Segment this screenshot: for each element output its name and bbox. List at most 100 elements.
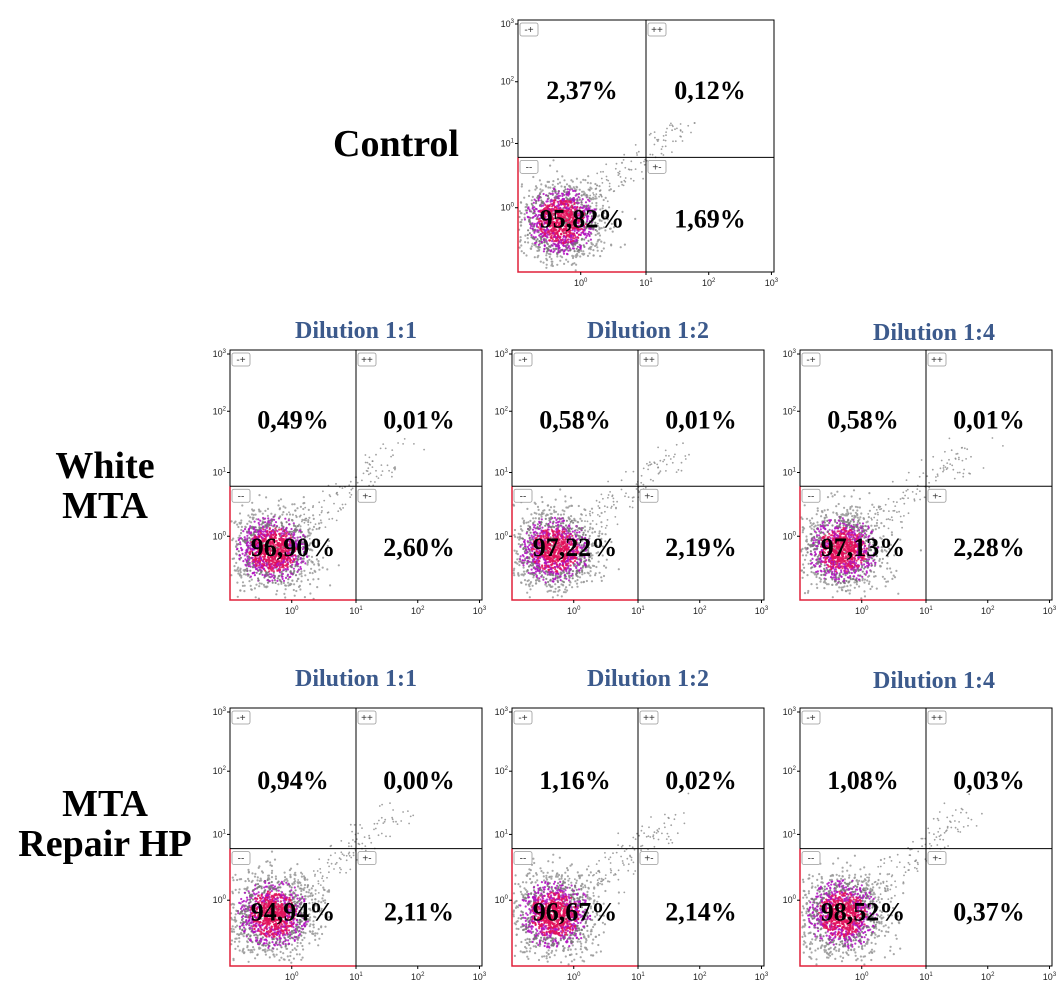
scatter-point bbox=[570, 497, 572, 499]
scatter-point bbox=[569, 584, 571, 586]
x-tick-label: 100 bbox=[285, 606, 299, 616]
scatter-point bbox=[560, 525, 562, 527]
scatter-point bbox=[566, 244, 568, 246]
scatter-point bbox=[624, 181, 626, 183]
scatter-point bbox=[275, 582, 277, 584]
scatter-point bbox=[288, 523, 290, 525]
scatter-point bbox=[534, 568, 536, 570]
scatter-point bbox=[268, 576, 270, 578]
y-tick-label: 101 bbox=[501, 138, 515, 148]
scatter-point bbox=[564, 495, 566, 497]
scatter-point bbox=[270, 524, 272, 526]
quadrant-value-upper-right: 0,01% bbox=[665, 405, 737, 434]
scatter-point bbox=[617, 172, 619, 174]
scatter-point bbox=[532, 529, 534, 531]
scatter-point bbox=[333, 503, 335, 505]
scatter-point bbox=[317, 578, 319, 580]
scatter-point bbox=[567, 188, 569, 190]
scatter-point bbox=[278, 575, 280, 577]
scatter-point bbox=[259, 510, 261, 512]
scatter-point bbox=[666, 464, 668, 466]
scatter-point bbox=[574, 580, 576, 582]
scatter-point bbox=[557, 183, 559, 185]
scatter-point bbox=[367, 467, 369, 469]
scatter-point bbox=[524, 235, 526, 237]
scatter-point bbox=[576, 248, 578, 250]
scatter-point bbox=[674, 454, 676, 456]
scatter-point bbox=[536, 566, 538, 568]
scatter-point bbox=[575, 264, 577, 266]
scatter-point bbox=[532, 237, 534, 239]
scatter-point bbox=[306, 564, 308, 566]
scatter-point bbox=[318, 501, 320, 503]
scatter-point bbox=[589, 246, 591, 248]
scatter-point bbox=[573, 200, 575, 202]
scatter-point bbox=[576, 253, 578, 255]
scatter-point bbox=[581, 514, 583, 516]
scatter-point bbox=[587, 572, 589, 574]
scatter-point bbox=[566, 564, 568, 566]
scatter-point bbox=[654, 144, 656, 146]
scatter-point bbox=[579, 255, 581, 257]
scatter-point bbox=[662, 461, 664, 463]
scatter-point bbox=[367, 462, 369, 464]
scatter-point bbox=[534, 502, 536, 504]
scatter-point bbox=[273, 519, 275, 521]
scatter-point bbox=[375, 454, 377, 456]
scatter-point bbox=[596, 500, 598, 502]
scatter-point bbox=[665, 145, 667, 147]
scatter-point bbox=[276, 530, 278, 532]
scatter-point bbox=[521, 543, 523, 545]
scatter-point bbox=[323, 500, 325, 502]
scatter-point bbox=[534, 199, 536, 201]
scatter-point bbox=[682, 442, 684, 444]
scatter-point bbox=[265, 496, 267, 498]
scatter-point bbox=[388, 470, 390, 472]
scatter-point bbox=[548, 181, 550, 183]
scatter-point bbox=[688, 454, 690, 456]
scatter-point bbox=[275, 521, 277, 523]
scatter-point bbox=[316, 586, 318, 588]
quadrant-tag: -- bbox=[232, 489, 250, 502]
scatter-point bbox=[536, 576, 538, 578]
scatter-point bbox=[284, 507, 286, 509]
scatter-point bbox=[610, 244, 612, 246]
scatter-point bbox=[549, 253, 551, 255]
scatter-point bbox=[563, 179, 565, 181]
scatter-point bbox=[684, 455, 686, 457]
scatter-point bbox=[574, 190, 576, 192]
scatter-point bbox=[587, 175, 589, 177]
panel-title: Dilution 1:1 bbox=[226, 666, 486, 693]
scatter-point bbox=[286, 527, 288, 529]
scatter-point bbox=[524, 218, 526, 220]
scatter-point bbox=[669, 124, 671, 126]
scatter-point bbox=[382, 470, 384, 472]
scatter-point bbox=[557, 517, 559, 519]
scatter-point bbox=[580, 250, 582, 252]
scatter-point bbox=[545, 254, 547, 256]
scatter-point bbox=[681, 462, 683, 464]
scatter-point bbox=[304, 562, 306, 564]
scatter-point bbox=[319, 527, 321, 529]
scatter-point bbox=[235, 553, 237, 555]
scatter-point bbox=[563, 581, 565, 583]
scatter-point bbox=[524, 579, 526, 581]
scatter-point bbox=[589, 515, 591, 517]
scatter-point bbox=[264, 575, 266, 577]
scatter-point bbox=[560, 574, 562, 576]
scatter-point bbox=[537, 195, 539, 197]
scatter-point bbox=[288, 511, 290, 513]
scatter-point bbox=[309, 572, 311, 574]
scatter-point bbox=[875, 528, 877, 530]
scatter-point bbox=[541, 574, 543, 576]
scatter-point bbox=[546, 530, 548, 532]
scatter-point bbox=[242, 585, 244, 587]
scatter-point bbox=[293, 572, 295, 574]
scatter-point bbox=[526, 508, 528, 510]
row-label-control: Control bbox=[316, 124, 476, 164]
scatter-point bbox=[548, 197, 550, 199]
scatter-point bbox=[552, 238, 554, 240]
scatter-point bbox=[289, 513, 291, 515]
scatter-point bbox=[315, 523, 317, 525]
scatter-point bbox=[598, 185, 600, 187]
